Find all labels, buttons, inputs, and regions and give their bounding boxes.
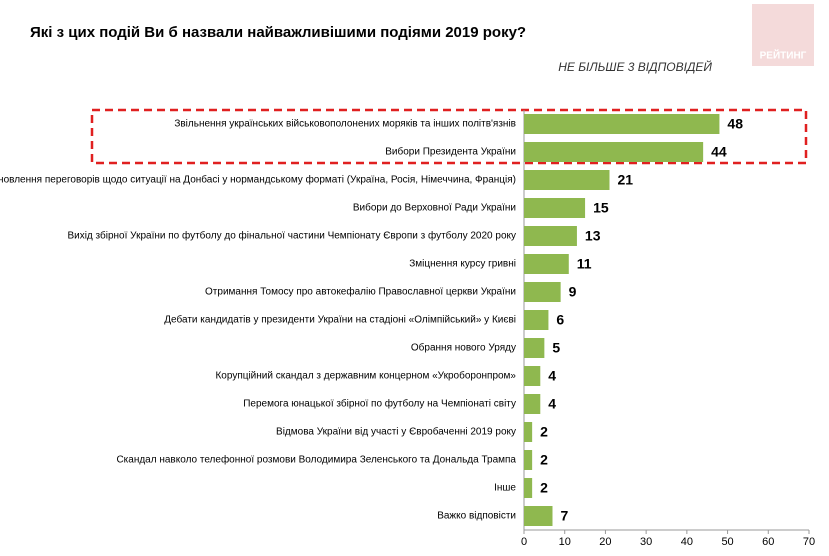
category-label: Скандал навколо телефонної розмови Волод… bbox=[116, 454, 516, 466]
bar bbox=[524, 506, 553, 526]
logo-box bbox=[752, 4, 814, 66]
x-tick-label: 0 bbox=[521, 536, 527, 548]
highlight-box bbox=[90, 108, 808, 165]
x-tick-label: 50 bbox=[721, 536, 733, 548]
bar bbox=[524, 366, 541, 386]
x-tick-label: 40 bbox=[681, 536, 693, 548]
category-label: Корупційний скандал з державним концерно… bbox=[215, 370, 516, 382]
category-label: Вибори до Верховної Ради України bbox=[353, 202, 516, 214]
category-label: Перемога юнацької збірної по футболу на … bbox=[243, 398, 516, 410]
bar bbox=[524, 450, 533, 470]
value-label: 44 bbox=[711, 144, 727, 160]
category-label: Отримання Томосу про автокефалію Правосл… bbox=[205, 286, 516, 298]
category-label: Вибори Президента України bbox=[385, 146, 516, 158]
bar bbox=[524, 142, 704, 162]
bar bbox=[524, 198, 586, 218]
value-label: 2 bbox=[540, 424, 548, 440]
category-label: Обрання нового Уряду bbox=[411, 342, 516, 354]
bar bbox=[524, 394, 541, 414]
category-label: Зміцнення курсу гривні bbox=[409, 259, 516, 270]
x-tick-label: 10 bbox=[559, 536, 571, 548]
bar bbox=[524, 226, 577, 246]
bar bbox=[524, 282, 561, 302]
bar bbox=[524, 114, 720, 134]
x-tick-label: 70 bbox=[803, 536, 815, 548]
chart-title: Які з цих подій Ви б назвали найважливіш… bbox=[30, 24, 526, 41]
value-label: 5 bbox=[552, 340, 560, 356]
bar bbox=[524, 338, 545, 358]
x-tick-label: 20 bbox=[599, 536, 611, 548]
category-label: Звільнення українських військовополонени… bbox=[174, 119, 516, 130]
value-label: 2 bbox=[540, 452, 548, 468]
category-label: Важко відповісти bbox=[437, 511, 516, 522]
category-label: Відмова України від участі у Євробаченні… bbox=[276, 426, 516, 438]
logo: РЕЙТИНГ bbox=[760, 49, 807, 62]
value-label: 4 bbox=[548, 396, 556, 412]
bar bbox=[524, 170, 610, 190]
value-label: 7 bbox=[561, 508, 569, 524]
value-label: 15 bbox=[593, 200, 609, 216]
category-label: Вихід збірної України по футболу до фіна… bbox=[67, 230, 516, 242]
value-label: 21 bbox=[618, 172, 634, 188]
category-label: Дебати кандидатів у президенти України н… bbox=[164, 314, 516, 326]
value-label: 4 bbox=[548, 368, 556, 384]
bar bbox=[524, 422, 533, 442]
value-label: 13 bbox=[585, 228, 601, 244]
chart-subtitle: НЕ БІЛЬШЕ 3 ВІДПОВІДЕЙ bbox=[558, 58, 712, 74]
value-label: 6 bbox=[556, 312, 564, 328]
value-label: 48 bbox=[727, 116, 743, 132]
value-label: 9 bbox=[569, 284, 577, 300]
x-tick-label: 60 bbox=[762, 536, 774, 548]
bar bbox=[524, 254, 569, 274]
value-label: 2 bbox=[540, 480, 548, 496]
category-label: Інше bbox=[494, 483, 516, 494]
category-label: Відновлення переговорів щодо ситуації на… bbox=[0, 174, 516, 186]
bar bbox=[524, 310, 549, 330]
value-label: 11 bbox=[577, 256, 592, 272]
x-tick-label: 30 bbox=[640, 536, 652, 548]
bar bbox=[524, 478, 533, 498]
